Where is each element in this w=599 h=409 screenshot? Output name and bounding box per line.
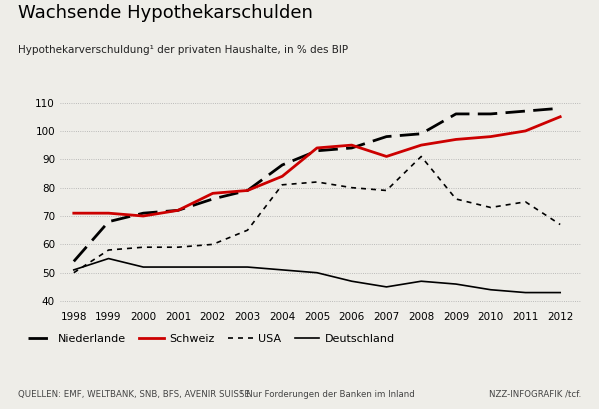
Legend: Niederlande, Schweiz, USA, Deutschland: Niederlande, Schweiz, USA, Deutschland <box>23 329 399 348</box>
Text: QUELLEN: EMF, WELTBANK, SNB, BFS, AVENIR SUISSE: QUELLEN: EMF, WELTBANK, SNB, BFS, AVENIR… <box>18 390 250 399</box>
Text: NZZ-INFOGRAFIK /tcf.: NZZ-INFOGRAFIK /tcf. <box>489 390 581 399</box>
Text: Hypothekarverschuldung¹ der privaten Haushalte, in % des BIP: Hypothekarverschuldung¹ der privaten Hau… <box>18 45 348 55</box>
Text: ¹ Nur Forderungen der Banken im Inland: ¹ Nur Forderungen der Banken im Inland <box>240 390 415 399</box>
Text: Wachsende Hypothekarschulden: Wachsende Hypothekarschulden <box>18 4 313 22</box>
